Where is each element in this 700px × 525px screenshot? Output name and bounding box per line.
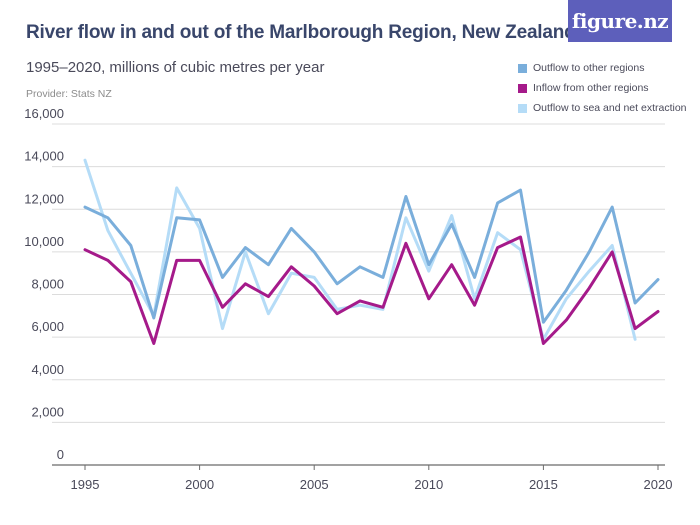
x-tick-label: 2010: [414, 477, 443, 492]
legend-label: Outflow to other regions: [533, 62, 645, 74]
legend-label: Outflow to sea and net extraction: [533, 102, 687, 114]
series-line-outflow-to-sea-and-net-extraction: [83, 158, 637, 341]
legend-swatch: [518, 63, 527, 73]
y-tick-label: 6,000: [31, 319, 64, 334]
figure-nz-logo[interactable]: figure.nz: [568, 0, 672, 42]
y-tick-label: 0: [57, 447, 64, 462]
series-lines: [83, 158, 660, 345]
x-tick-label: 2020: [644, 477, 673, 492]
y-tick-label: 8,000: [31, 277, 64, 292]
x-tick-label: 2005: [300, 477, 329, 492]
legend-item-outflow-other: Outflow to other regions: [518, 58, 687, 78]
chart-subtitle: 1995–2020, millions of cubic metres per …: [26, 59, 325, 76]
y-tick-label: 2,000: [31, 404, 64, 419]
y-tick-label: 4,000: [31, 362, 64, 377]
x-tick-label: 1995: [71, 477, 100, 492]
x-axis-ticks: 1995 2000 2005 2010 2015 2020: [71, 465, 673, 492]
provider-label: Provider: Stats NZ: [26, 88, 112, 100]
y-axis-ticks: 0 2,000 4,000 6,000 8,000 10,000 12,000 14,000 1…: [24, 106, 64, 462]
series-line-outflow-to-other-regions: [83, 188, 660, 324]
chart-legend: Outflow to other regions Inflow from oth…: [518, 58, 687, 118]
chart-title: River flow in and out of the Marlborough…: [26, 22, 576, 43]
series-line-inflow-from-other-regions: [83, 235, 660, 345]
y-tick-label: 14,000: [24, 149, 64, 164]
x-tick-label: 2000: [185, 477, 214, 492]
y-tick-label: 12,000: [24, 191, 64, 206]
x-tick-label: 2015: [529, 477, 558, 492]
y-tick-label: 16,000: [24, 106, 64, 121]
legend-swatch: [518, 103, 527, 113]
legend-item-outflow-sea: Outflow to sea and net extraction: [518, 98, 687, 118]
legend-label: Inflow from other regions: [533, 82, 649, 94]
legend-swatch: [518, 83, 527, 93]
legend-item-inflow-other: Inflow from other regions: [518, 78, 687, 98]
y-tick-label: 10,000: [24, 234, 64, 249]
